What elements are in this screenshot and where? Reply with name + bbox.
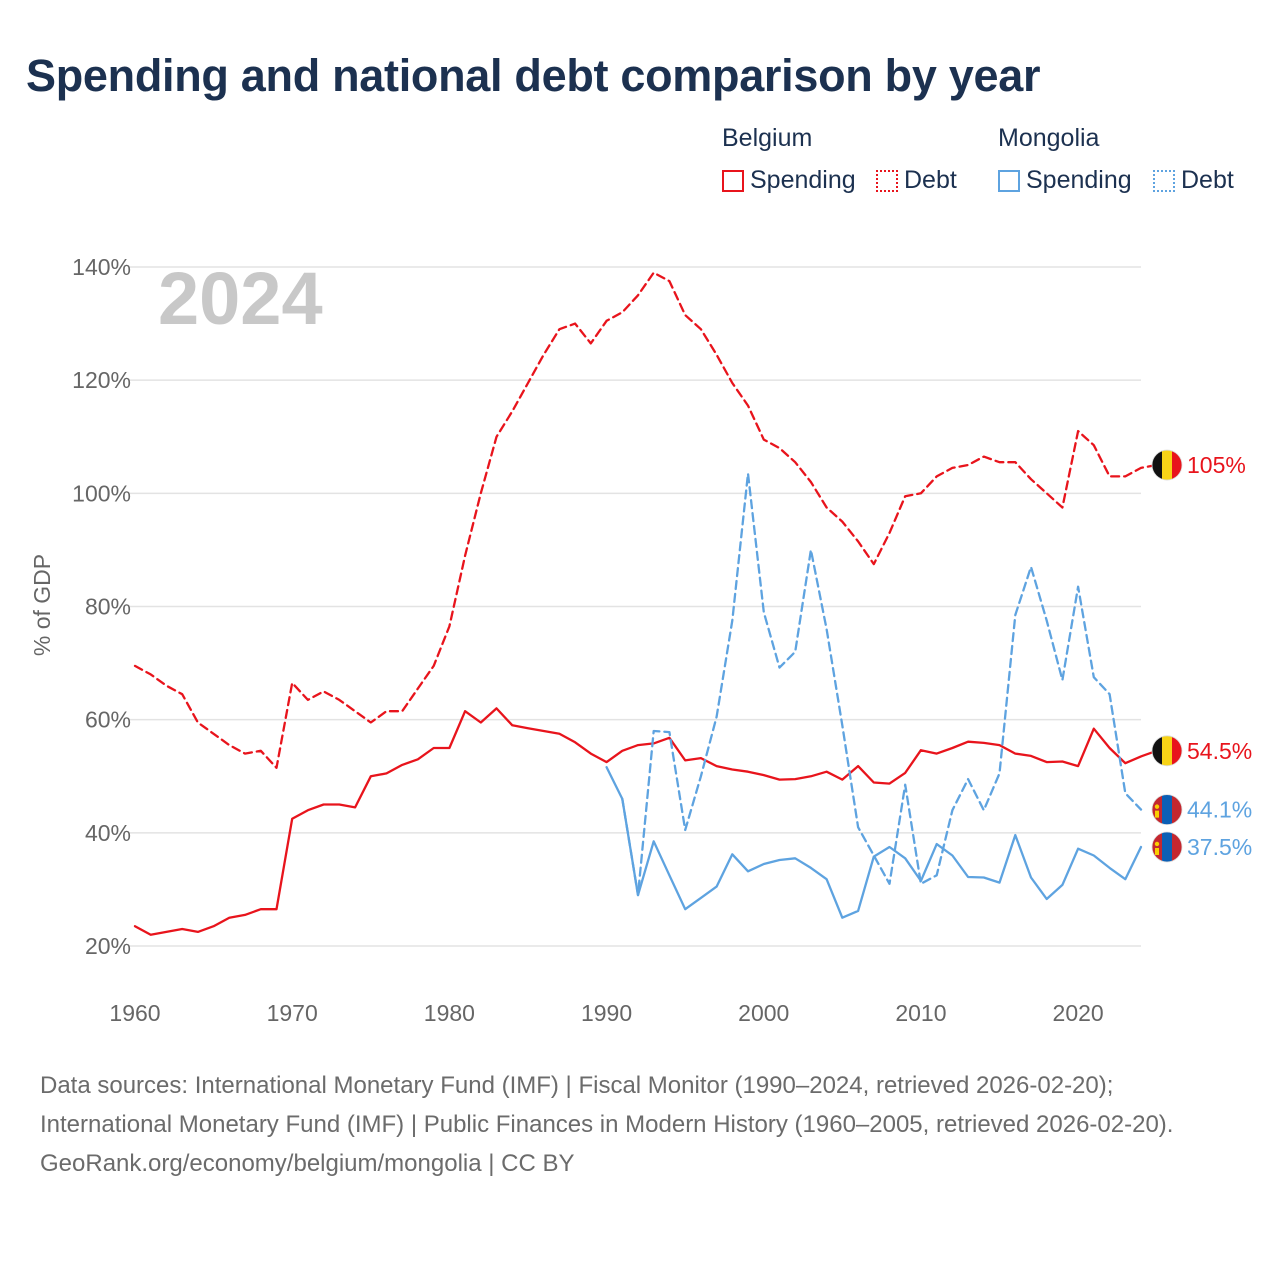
legend-mongolia-debt[interactable]: Debt — [1153, 166, 1234, 195]
end-value-label: 105% — [1187, 452, 1246, 478]
end-value-label: 54.5% — [1187, 738, 1252, 764]
series-layer — [133, 271, 1158, 936]
x-tick-label: 2020 — [1053, 1000, 1104, 1026]
dotted-line-swatch-icon — [876, 169, 898, 192]
mongolia-flag-icon — [1151, 794, 1183, 826]
end-value-label: 37.5% — [1187, 834, 1252, 860]
credit-link[interactable]: GeoRank.org/economy/belgium/mongolia | C… — [40, 1150, 575, 1177]
y-tick-label: 140% — [72, 254, 131, 280]
belgium-flag-icon — [1151, 735, 1183, 767]
footer: Data sources: International Monetary Fun… — [40, 1066, 1240, 1183]
x-tick-label: 1970 — [267, 1000, 318, 1026]
y-tick-label: 60% — [85, 707, 131, 733]
end-value-label: 44.1% — [1187, 797, 1252, 823]
y-tick-label: 40% — [85, 820, 131, 846]
x-tick-label: 2010 — [895, 1000, 946, 1026]
belgium-flag-icon — [1151, 449, 1183, 481]
belgium-spending-line[interactable] — [133, 707, 1158, 936]
x-tick-label: 2000 — [738, 1000, 789, 1026]
y-tick-label: 20% — [85, 933, 131, 959]
legend-belgium-spending-label: Spending — [750, 166, 856, 194]
legend-belgium-spending[interactable]: Spending — [722, 166, 856, 195]
y-tick-label: 120% — [72, 367, 131, 393]
x-tick-label: 1980 — [424, 1000, 475, 1026]
mongolia-debt-line[interactable] — [621, 472, 1143, 897]
chart-title: Spending and national debt comparison by… — [26, 50, 1041, 101]
grid-layer: 20% 40% 60% 80% 100% 120% 140% 1960 1970 1980 1990… — [72, 254, 1141, 1026]
y-axis-label: % of GDP — [29, 554, 55, 656]
y-tick-label: 100% — [72, 480, 131, 506]
mongolia-spending-line[interactable] — [605, 766, 1143, 919]
x-tick-label: 1960 — [109, 1000, 160, 1026]
legend-belgium-debt[interactable]: Debt — [876, 166, 957, 195]
legend-belgium-debt-label: Debt — [904, 166, 957, 194]
belgium-debt-line[interactable] — [133, 271, 1158, 769]
end-label-layer: 105% 54.5% 44.1% 37.5% — [1151, 449, 1252, 863]
legend-mongolia-spending[interactable]: Spending — [998, 166, 1132, 195]
dotted-line-swatch-icon — [1153, 169, 1175, 192]
solid-line-swatch-icon — [722, 169, 744, 192]
y-tick-label: 80% — [85, 594, 131, 620]
x-tick-label: 1990 — [581, 1000, 632, 1026]
legend-group-belgium: Belgium — [722, 124, 813, 152]
solid-line-swatch-icon — [998, 169, 1020, 192]
legend-group-mongolia: Mongolia — [998, 124, 1100, 152]
data-sources: Data sources: International Monetary Fun… — [40, 1072, 1174, 1138]
line-chart: 20% 40% 60% 80% 100% 120% 140% 1960 1970 1980 1990… — [29, 254, 1252, 1026]
legend-mongolia-debt-label: Debt — [1181, 166, 1234, 194]
legend-mongolia-spending-label: Spending — [1026, 166, 1132, 194]
year-watermark: 2024 — [158, 257, 323, 340]
mongolia-flag-icon — [1151, 831, 1183, 863]
